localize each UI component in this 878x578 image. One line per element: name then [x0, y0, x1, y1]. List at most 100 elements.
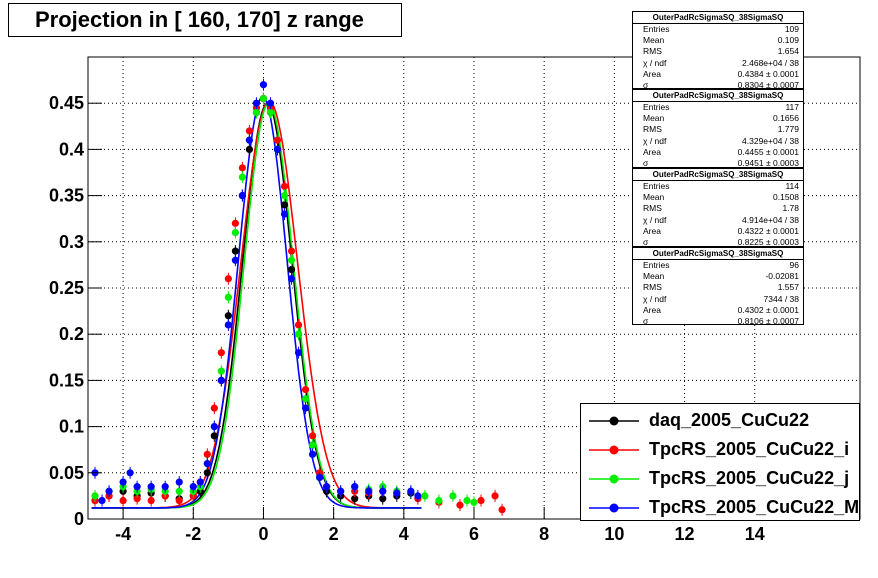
data-point	[294, 349, 303, 357]
stat-row: RMS 1.779	[633, 124, 803, 135]
data-point	[175, 478, 183, 486]
data-point	[238, 192, 246, 200]
data-point	[147, 496, 155, 505]
stat-value: 0.109	[777, 35, 799, 46]
data-point	[407, 487, 415, 495]
stat-box-title: OuterPadRcSigmaSQ_38SigmaSQ	[633, 248, 803, 260]
data-point	[238, 164, 246, 172]
stat-label: Entries	[643, 102, 670, 112]
stat-label: RMS	[643, 282, 662, 293]
data-point	[379, 495, 387, 503]
stat-box: OuterPadRcSigmaSQ_38SigmaSQ Entries 114 Mea…	[632, 168, 804, 247]
stat-label: Area	[643, 68, 661, 79]
stat-value: 0.8106 ± 0.0007	[737, 315, 799, 326]
data-point	[245, 145, 254, 153]
fit-curve	[91, 102, 422, 509]
x-tick-label: 14	[745, 524, 765, 544]
y-tick-label: 0.05	[49, 463, 84, 483]
data-point	[133, 483, 141, 491]
data-point	[238, 173, 246, 181]
y-tick-label: 0.3	[59, 232, 84, 252]
stat-row: Area 0.4302 ± 0.0001	[633, 305, 803, 316]
stat-row: χ / ndf 4.329e+04 / 38	[633, 136, 803, 147]
data-point	[210, 404, 218, 412]
legend-entry: TpcRS_2005_CuCu22_i	[581, 435, 859, 464]
data-point	[337, 487, 345, 495]
data-point	[435, 496, 443, 505]
stat-box: OuterPadRcSigmaSQ_38SigmaSQ Entries 96 Mean…	[632, 247, 804, 326]
stat-value: 0.4455 ± 0.0001	[737, 146, 799, 157]
legend: daq_2005_CuCu22 TpcRS_2005_CuCu22_i TpcR…	[580, 403, 860, 521]
legend-entry: daq_2005_CuCu22	[581, 406, 859, 435]
x-tick-label: 10	[604, 524, 624, 544]
stat-row: Entries 96	[633, 260, 803, 271]
data-point	[231, 219, 239, 227]
y-tick-label: 0.4	[59, 139, 84, 159]
data-point	[301, 386, 310, 394]
data-point	[491, 492, 499, 500]
data-point	[280, 192, 289, 200]
legend-label: daq_2005_CuCu22	[649, 410, 810, 430]
legend-marker	[589, 503, 639, 513]
stat-label: Entries	[643, 181, 670, 191]
data-point	[231, 228, 239, 237]
stat-label: σ	[643, 79, 649, 90]
fit-curves	[91, 96, 422, 509]
y-tick-label: 0	[74, 509, 84, 529]
stat-value: 1.654	[777, 46, 799, 57]
stat-label: Entries	[643, 24, 670, 34]
data-point	[147, 483, 155, 491]
data-point	[252, 99, 261, 107]
stat-label: σ	[643, 236, 649, 247]
stat-label: χ / ndf	[643, 293, 667, 304]
data-point	[294, 330, 303, 338]
data-point	[245, 136, 254, 144]
data-point	[280, 210, 289, 218]
data-point	[470, 498, 478, 506]
data-point	[498, 506, 506, 514]
data-points	[91, 78, 506, 516]
data-point	[224, 321, 232, 329]
stat-row: Area 0.4455 ± 0.0001	[633, 147, 803, 158]
stat-value: 4.914e+04 / 38	[742, 214, 799, 225]
stat-value: -0.02081	[765, 271, 799, 282]
stat-label: σ	[643, 315, 649, 326]
stat-value: 1.78	[782, 203, 799, 214]
data-point	[210, 423, 218, 431]
data-point	[252, 108, 261, 117]
data-point	[316, 473, 324, 482]
stat-box: OuterPadRcSigmaSQ_38SigmaSQ Entries 109 Mea…	[632, 11, 804, 90]
stat-value: 1.779	[777, 124, 799, 135]
data-point	[217, 367, 225, 375]
data-point	[161, 483, 169, 491]
stat-row: RMS 1.78	[633, 203, 803, 214]
data-point	[379, 487, 387, 495]
data-point	[91, 492, 99, 500]
data-point	[175, 496, 183, 505]
stat-value: 4.329e+04 / 38	[742, 135, 799, 146]
stat-label: RMS	[643, 124, 662, 135]
data-point	[308, 450, 317, 458]
stat-value: 0.9451 ± 0.0003	[737, 157, 799, 168]
data-point	[463, 496, 471, 505]
stat-row: Mean 0.1508	[633, 192, 803, 203]
data-point	[280, 201, 289, 209]
data-point	[231, 247, 239, 255]
data-point	[105, 487, 113, 495]
data-point	[133, 495, 141, 503]
stat-label: σ	[643, 157, 649, 168]
stat-label: Mean	[643, 113, 665, 124]
y-tick-label: 0.25	[49, 278, 84, 298]
data-point	[301, 395, 310, 403]
data-point	[175, 487, 183, 495]
stat-box-title: OuterPadRcSigmaSQ_38SigmaSQ	[633, 12, 803, 24]
stat-row: RMS 1.654	[633, 46, 803, 57]
data-point	[287, 265, 296, 274]
stat-label: RMS	[643, 46, 662, 57]
data-point	[259, 94, 268, 103]
stat-value: 0.1508	[773, 192, 799, 203]
data-point	[119, 496, 127, 505]
data-point	[280, 182, 289, 190]
stat-label: Mean	[643, 192, 665, 203]
